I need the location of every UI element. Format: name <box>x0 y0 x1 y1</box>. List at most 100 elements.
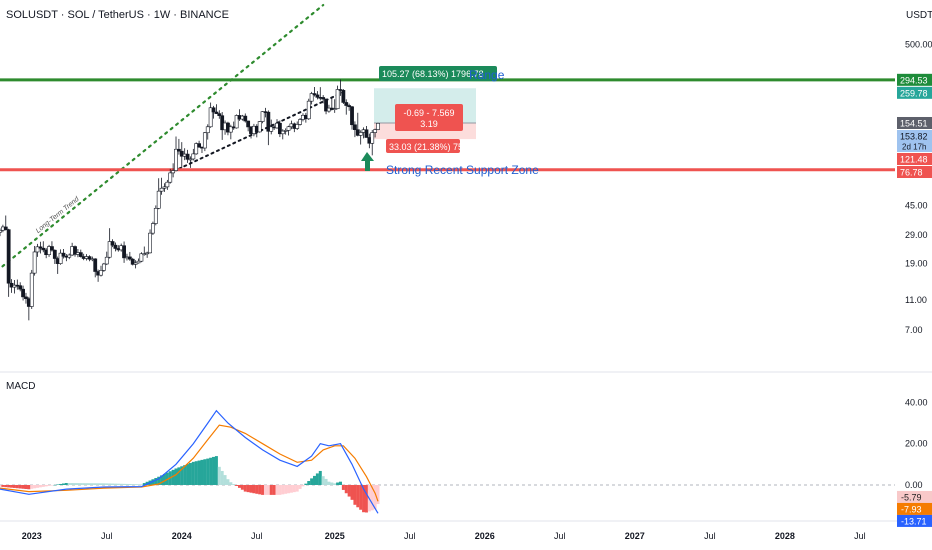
macd-histogram-bar <box>44 484 48 487</box>
candle <box>110 239 115 248</box>
candle <box>315 91 320 100</box>
macd-histogram-bar <box>353 484 357 505</box>
macd-histogram-bar <box>59 483 63 485</box>
candle <box>3 215 8 231</box>
candle <box>211 105 216 119</box>
macd-tag: -7.93 <box>897 502 932 515</box>
rr-line-1: -0.69 - 7.569 <box>403 108 454 118</box>
macd-histogram-bar <box>364 484 368 513</box>
macd-histogram-bar <box>82 483 86 485</box>
macd-histogram-bar <box>116 483 120 485</box>
macd-histogram-bar <box>261 484 265 495</box>
macd-histogram-bar <box>183 465 187 485</box>
candle <box>52 249 57 264</box>
candle <box>47 244 51 257</box>
macd-histogram-bar <box>38 484 42 488</box>
macd-histogram-bar <box>370 484 374 511</box>
macd-histogram-bar <box>197 460 201 485</box>
candle <box>269 119 274 135</box>
candle <box>324 98 328 115</box>
candle <box>87 255 92 262</box>
candle <box>202 131 207 152</box>
symbol-title: SOLUSDT · SOL / TetherUS · 1W · BINANCE <box>6 9 229 21</box>
macd-histogram-bar <box>217 466 221 485</box>
risk-reward-box: -0.69 - 7.569 3.19 <box>395 104 463 131</box>
range-label: Range <box>469 68 505 82</box>
price-tick-label: 11.00 <box>905 295 927 305</box>
candle <box>185 149 190 163</box>
candle <box>188 156 193 168</box>
macd-histogram-bar <box>186 464 190 485</box>
candle <box>335 85 340 110</box>
price-tag: 294.53 <box>897 73 932 86</box>
time-tick-label: 2027 <box>625 531 645 541</box>
candle <box>93 258 98 278</box>
price-tag: 259.78 <box>897 86 932 99</box>
macd-tag-label: -7.93 <box>901 504 922 514</box>
macd-histogram-bar <box>102 483 106 485</box>
candle <box>165 179 170 190</box>
macd-histogram-bar <box>64 483 68 485</box>
candle <box>197 140 201 148</box>
macd-histogram-bar <box>18 484 22 489</box>
macd-histogram-bar <box>24 484 28 490</box>
candle <box>101 262 106 272</box>
macd-histogram-bar <box>90 483 94 485</box>
candle <box>280 129 285 140</box>
macd-histogram-bar <box>125 483 129 485</box>
macd-histogram-bar <box>85 483 89 485</box>
candle <box>266 110 271 146</box>
candle <box>153 205 158 226</box>
candle <box>171 163 176 178</box>
time-tick-label: Jul <box>854 531 866 541</box>
long-term-trend-label: Long-Term Trend <box>35 195 82 235</box>
macd-histogram-bar <box>272 484 276 495</box>
candle <box>122 241 126 263</box>
macd-histogram-bar <box>50 484 54 486</box>
price-tick-label: 19.00 <box>905 258 928 268</box>
macd-tag: -13.71 <box>897 514 932 527</box>
price-tag: 76.78 <box>897 165 932 178</box>
candle <box>364 125 369 138</box>
time-tick-label: 2023 <box>22 531 42 541</box>
macd-tag: -5.79 <box>897 490 932 503</box>
candle <box>104 251 109 266</box>
candle <box>234 114 239 129</box>
macd-histogram-bar <box>7 484 11 488</box>
macd-tag-label: -13.71 <box>901 516 927 526</box>
macd-histogram-bar <box>278 484 282 495</box>
candle <box>67 253 72 260</box>
macd-histogram-bar <box>177 467 181 485</box>
candle <box>208 102 213 128</box>
macd-histogram-bar <box>292 484 296 493</box>
candle <box>41 241 46 253</box>
candle <box>260 111 265 124</box>
macd-histogram-bar <box>237 484 241 488</box>
macd-histogram-bar <box>99 483 103 485</box>
macd-histogram-bar <box>41 484 45 487</box>
macd-histogram-bar <box>128 484 132 485</box>
macd-tick-label: 20.00 <box>905 439 928 449</box>
macd-histogram-bar <box>263 484 267 495</box>
candle <box>148 229 152 254</box>
candle <box>205 124 210 140</box>
macd-histogram-bar <box>134 484 138 485</box>
macd-histogram-bar <box>226 479 230 485</box>
candle <box>61 249 66 259</box>
macd-histogram-bar <box>220 470 224 485</box>
macd-histogram-bar <box>266 484 270 495</box>
macd-histogram-bar <box>298 484 302 489</box>
candle <box>32 245 37 276</box>
macd-histogram-bar <box>347 484 351 497</box>
macd-histogram-bar <box>287 484 291 494</box>
macd-histogram-bar <box>350 484 354 500</box>
candle <box>162 183 167 192</box>
candle <box>347 103 352 111</box>
price-tag: 121.48 <box>897 152 932 165</box>
macd-histogram-bar <box>47 484 51 486</box>
countdown-label: 2d 17h <box>902 142 926 151</box>
indicator-title: MACD <box>6 381 35 392</box>
candle <box>312 87 317 97</box>
candle <box>370 129 375 156</box>
